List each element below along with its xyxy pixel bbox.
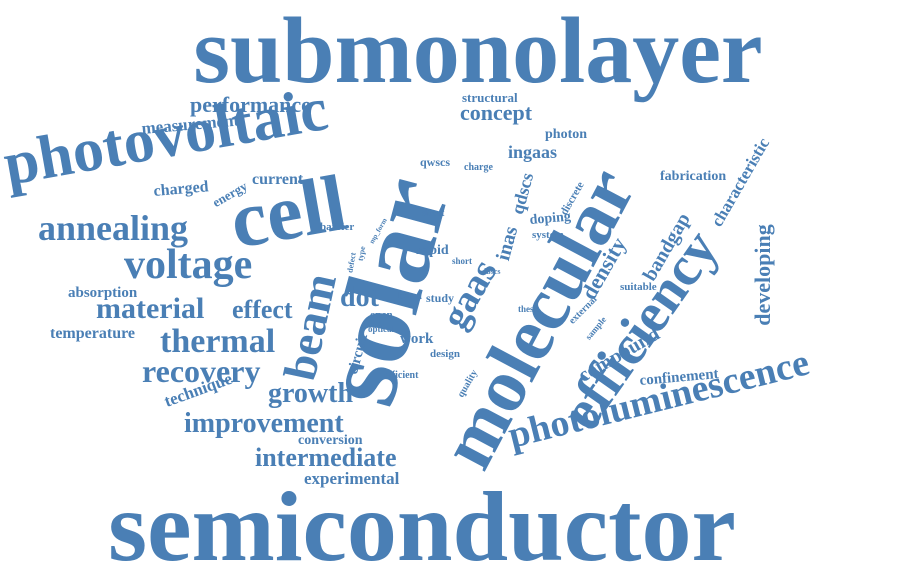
word: barrier bbox=[320, 221, 354, 233]
word: type bbox=[356, 245, 367, 261]
word: qwscs bbox=[420, 155, 450, 169]
word: charge bbox=[464, 162, 493, 173]
word: semiconductor bbox=[108, 471, 736, 570]
word: charged bbox=[153, 178, 209, 200]
word: thermal bbox=[160, 323, 275, 360]
word: inas bbox=[492, 224, 522, 263]
word: current bbox=[252, 171, 304, 188]
word: fabrication bbox=[660, 169, 726, 184]
word: absorption bbox=[68, 285, 138, 301]
word: photon bbox=[545, 127, 587, 142]
word: suitable bbox=[620, 281, 657, 293]
word: defect bbox=[345, 251, 357, 273]
word: concept bbox=[460, 100, 533, 125]
word: annealing bbox=[38, 208, 188, 248]
word: confinement bbox=[639, 366, 719, 389]
word: work bbox=[400, 331, 434, 347]
word: direct bbox=[422, 208, 444, 218]
word: thesis bbox=[518, 304, 540, 314]
word: material bbox=[96, 292, 204, 325]
word: experimental bbox=[304, 469, 400, 488]
word: ibscs bbox=[484, 267, 500, 276]
word: submonolayer bbox=[193, 0, 762, 103]
word: temperature bbox=[50, 325, 135, 342]
word: growth bbox=[268, 378, 353, 409]
word: system bbox=[532, 229, 564, 241]
word: rapid bbox=[416, 243, 449, 258]
word: voltage bbox=[124, 242, 252, 288]
word: conversion bbox=[298, 433, 363, 448]
word: short bbox=[452, 256, 472, 266]
word: ingaas bbox=[508, 142, 557, 162]
word: recovery bbox=[142, 353, 260, 389]
word: cell bbox=[224, 159, 353, 266]
word: performance bbox=[190, 92, 311, 117]
word: design bbox=[430, 348, 460, 360]
word: efficient bbox=[384, 370, 419, 381]
word: developing bbox=[750, 224, 775, 325]
word: effect bbox=[232, 295, 293, 324]
word: study bbox=[426, 291, 454, 305]
word: doping bbox=[529, 209, 571, 228]
word: structural bbox=[462, 90, 518, 105]
word: qdscs bbox=[507, 171, 537, 217]
word: intermediate bbox=[255, 443, 397, 472]
word: dot bbox=[340, 282, 380, 313]
word: open bbox=[370, 309, 393, 321]
word: band bbox=[398, 290, 422, 302]
word: optical bbox=[368, 324, 394, 334]
word: improvement bbox=[184, 408, 344, 439]
